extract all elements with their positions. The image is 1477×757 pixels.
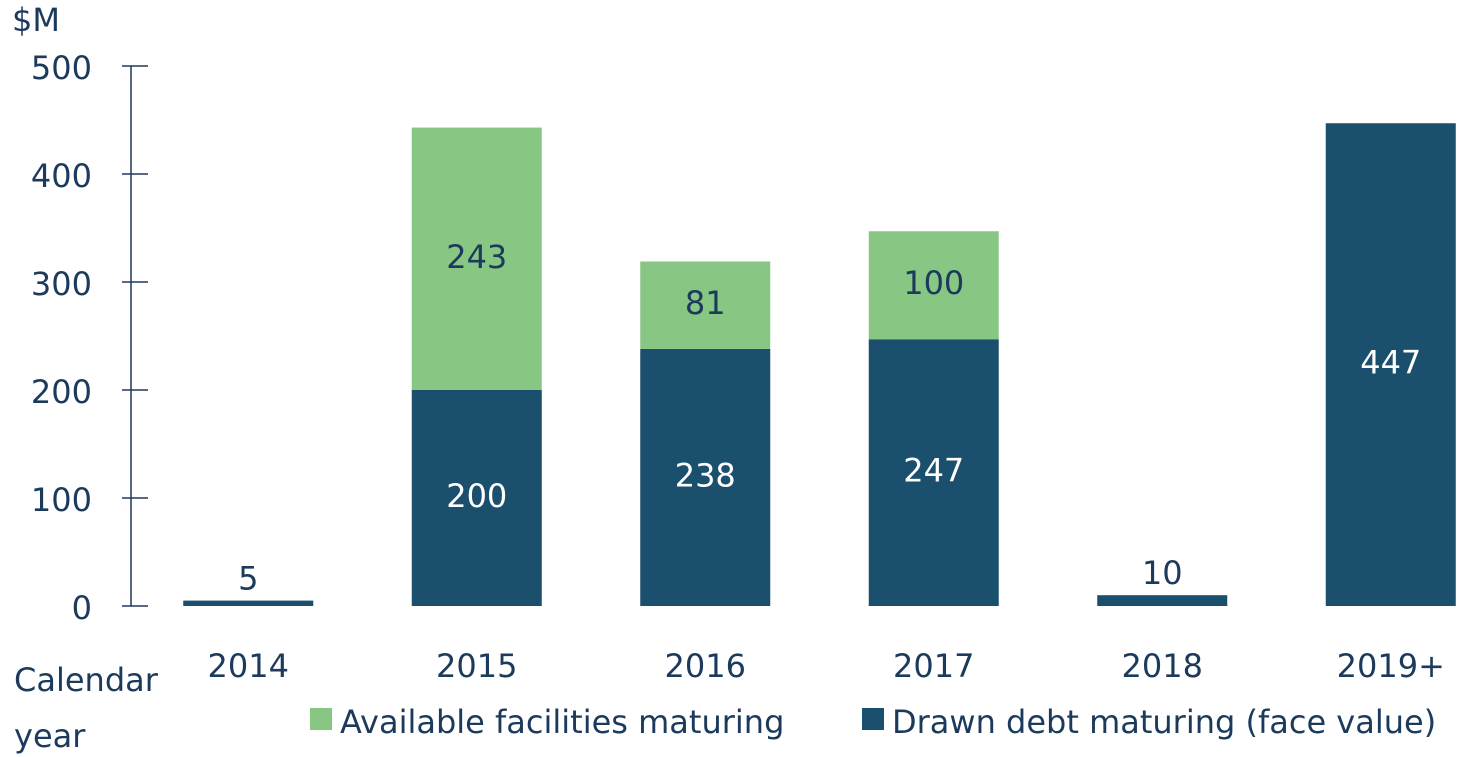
bar-segment — [640, 348, 771, 606]
bar-segment — [1097, 595, 1228, 606]
x-tick-label: 2017 — [893, 647, 974, 685]
x-axis-label: year — [14, 717, 86, 755]
x-axis-label: Calendar — [14, 661, 159, 699]
x-tick-label: 2015 — [436, 647, 517, 685]
x-tick-label: 2018 — [1122, 647, 1203, 685]
bar-segment — [183, 600, 314, 606]
y-tick-label: 0 — [72, 589, 92, 627]
x-tick-label: 2014 — [208, 647, 289, 685]
y-tick-label: 500 — [31, 49, 92, 87]
data-label: 243 — [446, 238, 507, 276]
legend-swatch — [310, 708, 332, 730]
data-label: 81 — [685, 284, 726, 322]
data-label: 238 — [675, 456, 736, 494]
data-label: 200 — [446, 477, 507, 515]
data-label: 100 — [903, 264, 964, 302]
y-tick-label: 200 — [31, 373, 92, 411]
data-label: 447 — [1360, 344, 1421, 382]
bar-segment — [1325, 123, 1456, 607]
legend-label: Drawn debt maturing (face value) — [892, 703, 1436, 741]
y-tick-label: 100 — [31, 481, 92, 519]
x-tick-label: 2019+ — [1337, 647, 1445, 685]
legend-label: Available facilities maturing — [340, 703, 784, 741]
bar-segment — [640, 261, 771, 349]
x-tick-label: 2016 — [665, 647, 746, 685]
y-tick-label: 300 — [31, 265, 92, 303]
data-label: 10 — [1142, 554, 1183, 592]
data-label: 5 — [238, 560, 258, 598]
y-tick-label: 400 — [31, 157, 92, 195]
y-axis-label: $M — [12, 1, 60, 39]
bar-segment — [868, 231, 999, 340]
bar-segment — [411, 127, 542, 390]
data-label: 247 — [903, 452, 964, 490]
bar-segment — [868, 339, 999, 606]
legend-swatch — [862, 708, 884, 730]
bar-segment — [411, 390, 542, 606]
